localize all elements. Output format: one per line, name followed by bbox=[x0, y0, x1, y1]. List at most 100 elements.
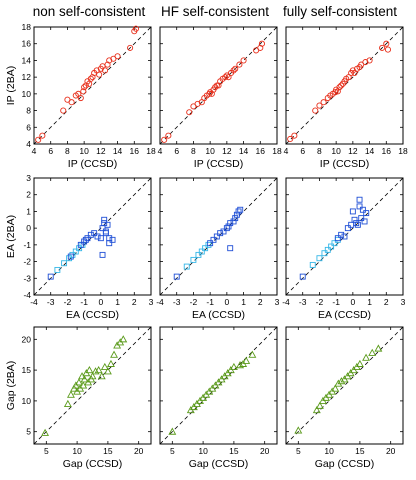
data-point bbox=[217, 230, 224, 237]
x-tick-label: 16 bbox=[382, 146, 392, 156]
data-point bbox=[334, 235, 341, 242]
x-tick-label: -2 bbox=[190, 297, 198, 307]
data-point bbox=[63, 399, 72, 407]
data-point bbox=[379, 44, 386, 51]
x-tick-label: 0 bbox=[224, 297, 229, 307]
panel-ip-2: 4 6 8 10 12 14 16 18 IP (CCSD) bbox=[158, 26, 282, 170]
data-point bbox=[168, 427, 177, 435]
panel-gap-2: 5 10 15 20 Gap (CCSD) bbox=[159, 326, 278, 470]
panel-ea-2: -4 -3 -2 -1 0 1 2 3 EA (CCSD) bbox=[156, 177, 280, 321]
x-axis-label: IP (CCSD) bbox=[320, 158, 369, 170]
panel-ea-1: -4-4 -3 -3 -2 -2 -1 -1 0 0 1 1 2 2 3 3 EA (CCSD) EA (2BA… bbox=[5, 173, 154, 321]
x-tick-label: 14 bbox=[365, 146, 375, 156]
x-tick-label: -4 bbox=[30, 297, 38, 307]
data-point bbox=[353, 220, 360, 227]
data-point bbox=[356, 203, 363, 210]
x-tick-label: 1 bbox=[115, 297, 120, 307]
data-point bbox=[232, 65, 239, 72]
data-point bbox=[110, 350, 119, 358]
diagonal-line bbox=[285, 177, 404, 296]
plot-frame bbox=[159, 326, 278, 445]
data-point bbox=[212, 84, 219, 91]
x-tick-label: 10 bbox=[72, 446, 82, 456]
data-point bbox=[60, 107, 67, 114]
x-axis-label: Gap (CCSD) bbox=[189, 458, 249, 470]
x-axis-label: Gap (CCSD) bbox=[63, 458, 123, 470]
x-axis-label: IP (CCSD) bbox=[68, 158, 117, 170]
x-tick-label: 5 bbox=[44, 446, 49, 456]
data-point bbox=[101, 220, 108, 227]
data-point bbox=[223, 225, 230, 232]
data-point bbox=[338, 231, 345, 238]
data-point bbox=[358, 215, 365, 222]
x-tick-label: -3 bbox=[47, 297, 55, 307]
x-tick-label: -4 bbox=[282, 297, 290, 307]
plot-frame bbox=[33, 326, 152, 445]
x-tick-label: 4 bbox=[32, 146, 37, 156]
panel-ip-3: 4 6 8 10 12 14 16 18 IP (CCSD) bbox=[284, 26, 408, 170]
data-point bbox=[96, 71, 103, 78]
x-tick-label: 10 bbox=[79, 146, 89, 156]
data-point bbox=[104, 221, 111, 228]
data-point bbox=[132, 25, 140, 32]
diagonal-line bbox=[159, 326, 278, 445]
y-tick-label: -4 bbox=[23, 290, 31, 300]
y-tick-label: 16 bbox=[22, 39, 32, 49]
y-tick-label: 18 bbox=[22, 22, 32, 32]
data-point bbox=[242, 356, 251, 364]
x-tick-label: 10 bbox=[205, 146, 215, 156]
x-tick-label: 10 bbox=[331, 146, 341, 156]
data-point bbox=[299, 273, 306, 280]
data-point bbox=[99, 251, 106, 258]
data-point bbox=[328, 243, 335, 250]
data-point bbox=[102, 228, 109, 235]
y-tick-label: 15 bbox=[22, 365, 32, 375]
data-point bbox=[331, 240, 338, 247]
x-tick-label: 20 bbox=[386, 446, 396, 456]
data-point bbox=[202, 245, 209, 252]
x-tick-label: 12 bbox=[96, 146, 106, 156]
data-point bbox=[186, 109, 193, 116]
y-tick-label: 2 bbox=[26, 190, 31, 200]
x-tick-label: 10 bbox=[198, 446, 208, 456]
data-point bbox=[195, 251, 202, 258]
data-point bbox=[336, 84, 343, 91]
data-point bbox=[81, 84, 88, 91]
x-axis-label: EA (CCSD) bbox=[66, 309, 119, 321]
panel-ip-1: 44 6 6 8 8 10 10 12 12 14 14 16 16 18 18 IP (CCSD) IP (2… bbox=[5, 22, 156, 170]
data-point bbox=[220, 228, 227, 235]
data-point bbox=[227, 245, 234, 252]
x-tick-label: 15 bbox=[355, 446, 365, 456]
data-point bbox=[67, 253, 74, 260]
data-point bbox=[91, 367, 100, 375]
y-tick-label: 6 bbox=[26, 122, 31, 132]
data-point bbox=[332, 89, 339, 96]
x-axis-label: EA (CCSD) bbox=[192, 309, 245, 321]
panel-gap-1: 5 5 10 10 15 15 20 20 Gap (CCSD) Gap (2BA) bbox=[5, 326, 152, 470]
x-tick-label: 2 bbox=[384, 297, 389, 307]
data-point bbox=[334, 236, 341, 243]
data-point bbox=[383, 40, 390, 47]
x-tick-label: -2 bbox=[64, 297, 72, 307]
x-tick-label: 3 bbox=[275, 297, 280, 307]
data-point bbox=[54, 266, 61, 273]
x-tick-label: 1 bbox=[241, 297, 246, 307]
x-tick-label: 18 bbox=[272, 146, 282, 156]
data-point bbox=[205, 241, 212, 248]
data-point bbox=[331, 384, 340, 392]
data-point bbox=[94, 233, 101, 240]
x-tick-label: 16 bbox=[130, 146, 140, 156]
data-point bbox=[76, 245, 83, 252]
data-point bbox=[101, 67, 109, 74]
data-point bbox=[236, 61, 243, 68]
data-point bbox=[127, 44, 134, 51]
data-point bbox=[356, 196, 363, 203]
data-point bbox=[107, 359, 115, 367]
x-tick-label: 2 bbox=[132, 297, 137, 307]
y-tick-label: 0 bbox=[26, 223, 31, 233]
data-point bbox=[183, 263, 190, 270]
data-point bbox=[66, 255, 73, 262]
diagonal-line bbox=[33, 326, 152, 445]
x-tick-label: 2 bbox=[258, 297, 263, 307]
diagonal-line bbox=[33, 177, 152, 296]
